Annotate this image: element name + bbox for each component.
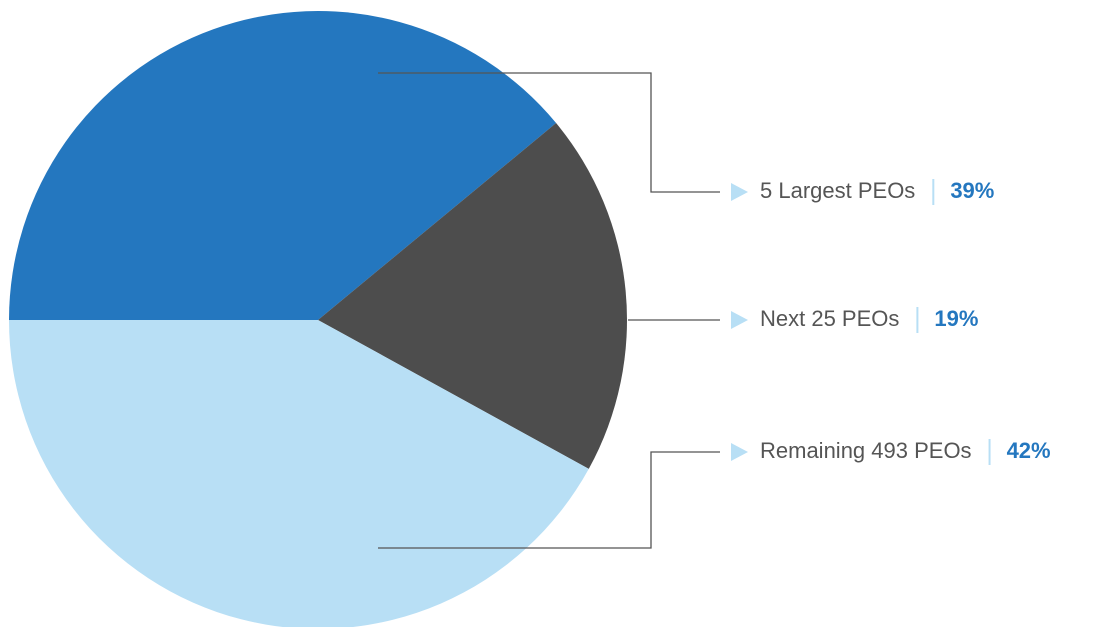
- legend-marker: [731, 443, 748, 461]
- value-label: 42%: [1007, 438, 1051, 463]
- leader-line: [378, 72, 720, 193]
- pie-slice: [318, 123, 627, 469]
- pie-slice: [9, 11, 557, 320]
- value-label: 39%: [950, 178, 994, 203]
- value-label: 19%: [934, 306, 978, 331]
- legend-marker: [731, 311, 748, 329]
- legend-label: Next 25 PEOs: [760, 306, 899, 331]
- pie-slice: [9, 320, 589, 627]
- legend-label: 5 Largest PEOs: [760, 178, 915, 203]
- leader-line: [378, 451, 720, 549]
- legend-marker: [731, 183, 748, 201]
- legend-label: Remaining 493 PEOs: [760, 438, 972, 463]
